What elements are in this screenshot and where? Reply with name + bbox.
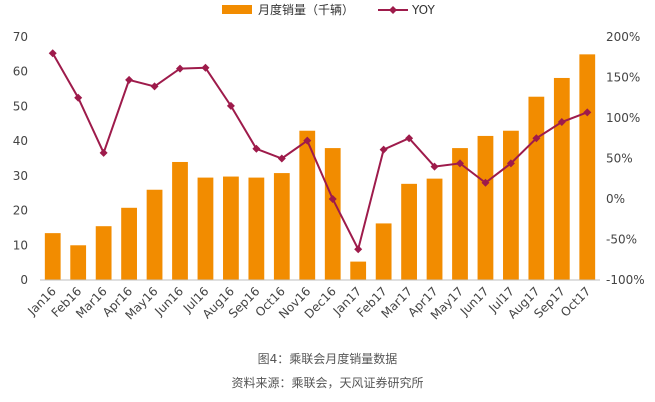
y-right-tick-label: -50%: [606, 233, 637, 247]
y-right-tick-label: 200%: [606, 30, 640, 44]
chart-canvas: 0 10 20 30 40 50 60 70 -100% -50% 0% 50% 100% 150% 200…: [13, 2, 645, 322]
bar-Mar17: [401, 183, 417, 280]
x-tick-label: Jun17: [457, 284, 492, 319]
bar-Sep16: [248, 177, 265, 280]
bar-Mar16: [95, 226, 112, 280]
bar-Oct17: [579, 54, 596, 280]
yoy-marker-Jun16: [176, 64, 184, 73]
source-caption: 资料来源：乘联会，天风证券研究所: [231, 376, 424, 390]
bar-Nov16: [299, 130, 316, 280]
yoy-marker-Jan17: [354, 245, 363, 254]
legend-line-marker: [389, 6, 397, 14]
yoy-marker-Jul17: [506, 159, 515, 168]
bar-Jun17: [477, 135, 494, 280]
bar-Apr16: [121, 207, 137, 280]
bar-Apr17: [426, 178, 443, 280]
yoy-marker-Apr17: [430, 162, 439, 171]
y-right-tick-label: 0%: [606, 192, 625, 206]
legend-line-label: YOY: [411, 3, 435, 17]
yoy-marker-Jul16: [201, 63, 210, 72]
bar-Sep17: [553, 77, 570, 280]
yoy-line: [51, 52, 588, 253]
bar-Jun16: [172, 161, 188, 280]
bar-May16: [146, 189, 163, 280]
yoy-marker-Oct16: [277, 154, 286, 163]
yoy-marker-Apr16: [125, 75, 134, 84]
y-left-tick-label: 0: [20, 273, 28, 287]
bar-Jan16: [44, 233, 61, 280]
y-right-tick-label: -100%: [606, 273, 645, 287]
bar-Jul16: [197, 177, 214, 280]
y-left-tick-label: 60: [13, 65, 28, 79]
bar-Feb16: [70, 245, 87, 280]
yoy-marker-Jun17: [481, 178, 490, 187]
yoy-marker-Nov16: [303, 136, 312, 145]
y-right-tick-label: 50%: [606, 152, 633, 166]
yoy-marker-Sep16: [252, 144, 261, 153]
legend-bar-label: 月度销量（千辆）: [258, 2, 354, 17]
bar-Aug17: [528, 96, 545, 280]
legend-bar-swatch: [222, 5, 252, 14]
bar-Aug16: [223, 176, 239, 280]
y-left-tick-label: 70: [13, 30, 28, 44]
y-right-tick-label: 150%: [606, 71, 640, 85]
yoy-marker-Sep17: [557, 118, 566, 127]
yoy-marker-May16: [150, 82, 159, 91]
yoy-marker-Jan16: [48, 49, 57, 58]
y-right-tick-label: 100%: [606, 111, 640, 125]
yoy-marker-Oct17: [583, 108, 592, 117]
y-left-tick-label: 20: [13, 204, 28, 218]
yoy-marker-Feb16: [74, 93, 83, 102]
y-left-tick-label: 40: [13, 134, 28, 148]
bar-Dec16: [324, 148, 341, 280]
yoy-marker-May17: [456, 159, 464, 168]
yoy-marker-Mar17: [405, 134, 414, 143]
bar-Jan17: [350, 261, 367, 280]
bar-May17: [452, 148, 468, 280]
yoy-marker-Dec16: [328, 195, 337, 203]
y-left-tick-label: 30: [13, 169, 28, 183]
x-tick-label: Jun16: [151, 284, 186, 319]
y-left-tick-label: 50: [13, 99, 28, 113]
figure-caption: 图4：乘联会月度销量数据: [257, 352, 398, 366]
yoy-marker-Aug16: [226, 101, 235, 110]
bar-Feb17: [375, 223, 392, 280]
bar-Jul17: [503, 130, 519, 280]
yoy-marker-Aug17: [532, 134, 541, 143]
yoy-marker-Mar16: [99, 148, 108, 157]
yoy-marker-Feb17: [379, 145, 388, 154]
y-left-tick-label: 10: [13, 238, 28, 252]
bar-Oct16: [273, 173, 290, 280]
